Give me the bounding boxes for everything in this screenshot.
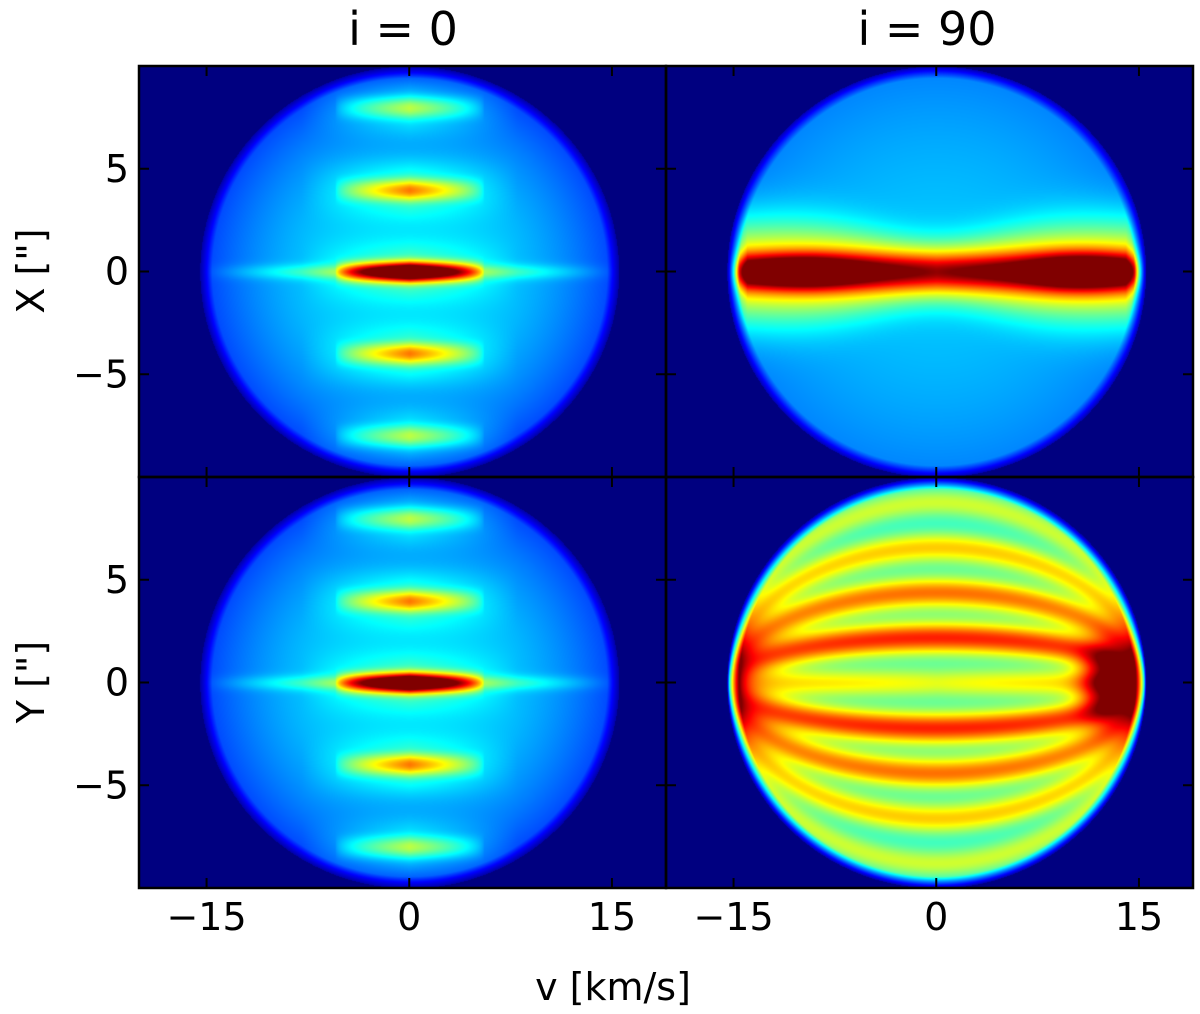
- y-axis-label-top: X ["]: [9, 228, 53, 313]
- y-tick-label: −5: [73, 352, 129, 396]
- y-tick-labels: 5 0 −5 5 0 −5: [73, 147, 129, 808]
- x-tick-label: 0: [924, 895, 948, 939]
- x-axis-label: v [km/s]: [535, 965, 691, 1009]
- y-tick-label: 5: [105, 147, 129, 191]
- x-tick-label: 15: [1115, 895, 1163, 939]
- panel-images: [139, 66, 1193, 888]
- x-tick-label: −15: [693, 895, 773, 939]
- y-tick-label: 0: [105, 661, 129, 705]
- column-title-right: i = 90: [857, 2, 996, 56]
- heatmap-panel-x-i0: [139, 66, 666, 477]
- x-tick-label: −15: [166, 895, 246, 939]
- column-title-left: i = 0: [348, 2, 458, 56]
- y-tick-label: −5: [73, 763, 129, 807]
- y-axis-label-bottom: Y ["]: [9, 641, 53, 724]
- x-tick-label: 0: [397, 895, 421, 939]
- y-tick-label: 0: [105, 250, 129, 294]
- x-tick-label: 15: [588, 895, 636, 939]
- heatmap-panel-y-i90: [666, 477, 1193, 888]
- y-tick-label: 5: [105, 558, 129, 602]
- tick-marks: [139, 66, 1193, 888]
- heatmap-panel-x-i90: [666, 66, 1193, 477]
- x-tick-labels: −15 0 15 −15 0 15: [166, 895, 1163, 939]
- heatmap-panel-y-i0: [139, 477, 666, 888]
